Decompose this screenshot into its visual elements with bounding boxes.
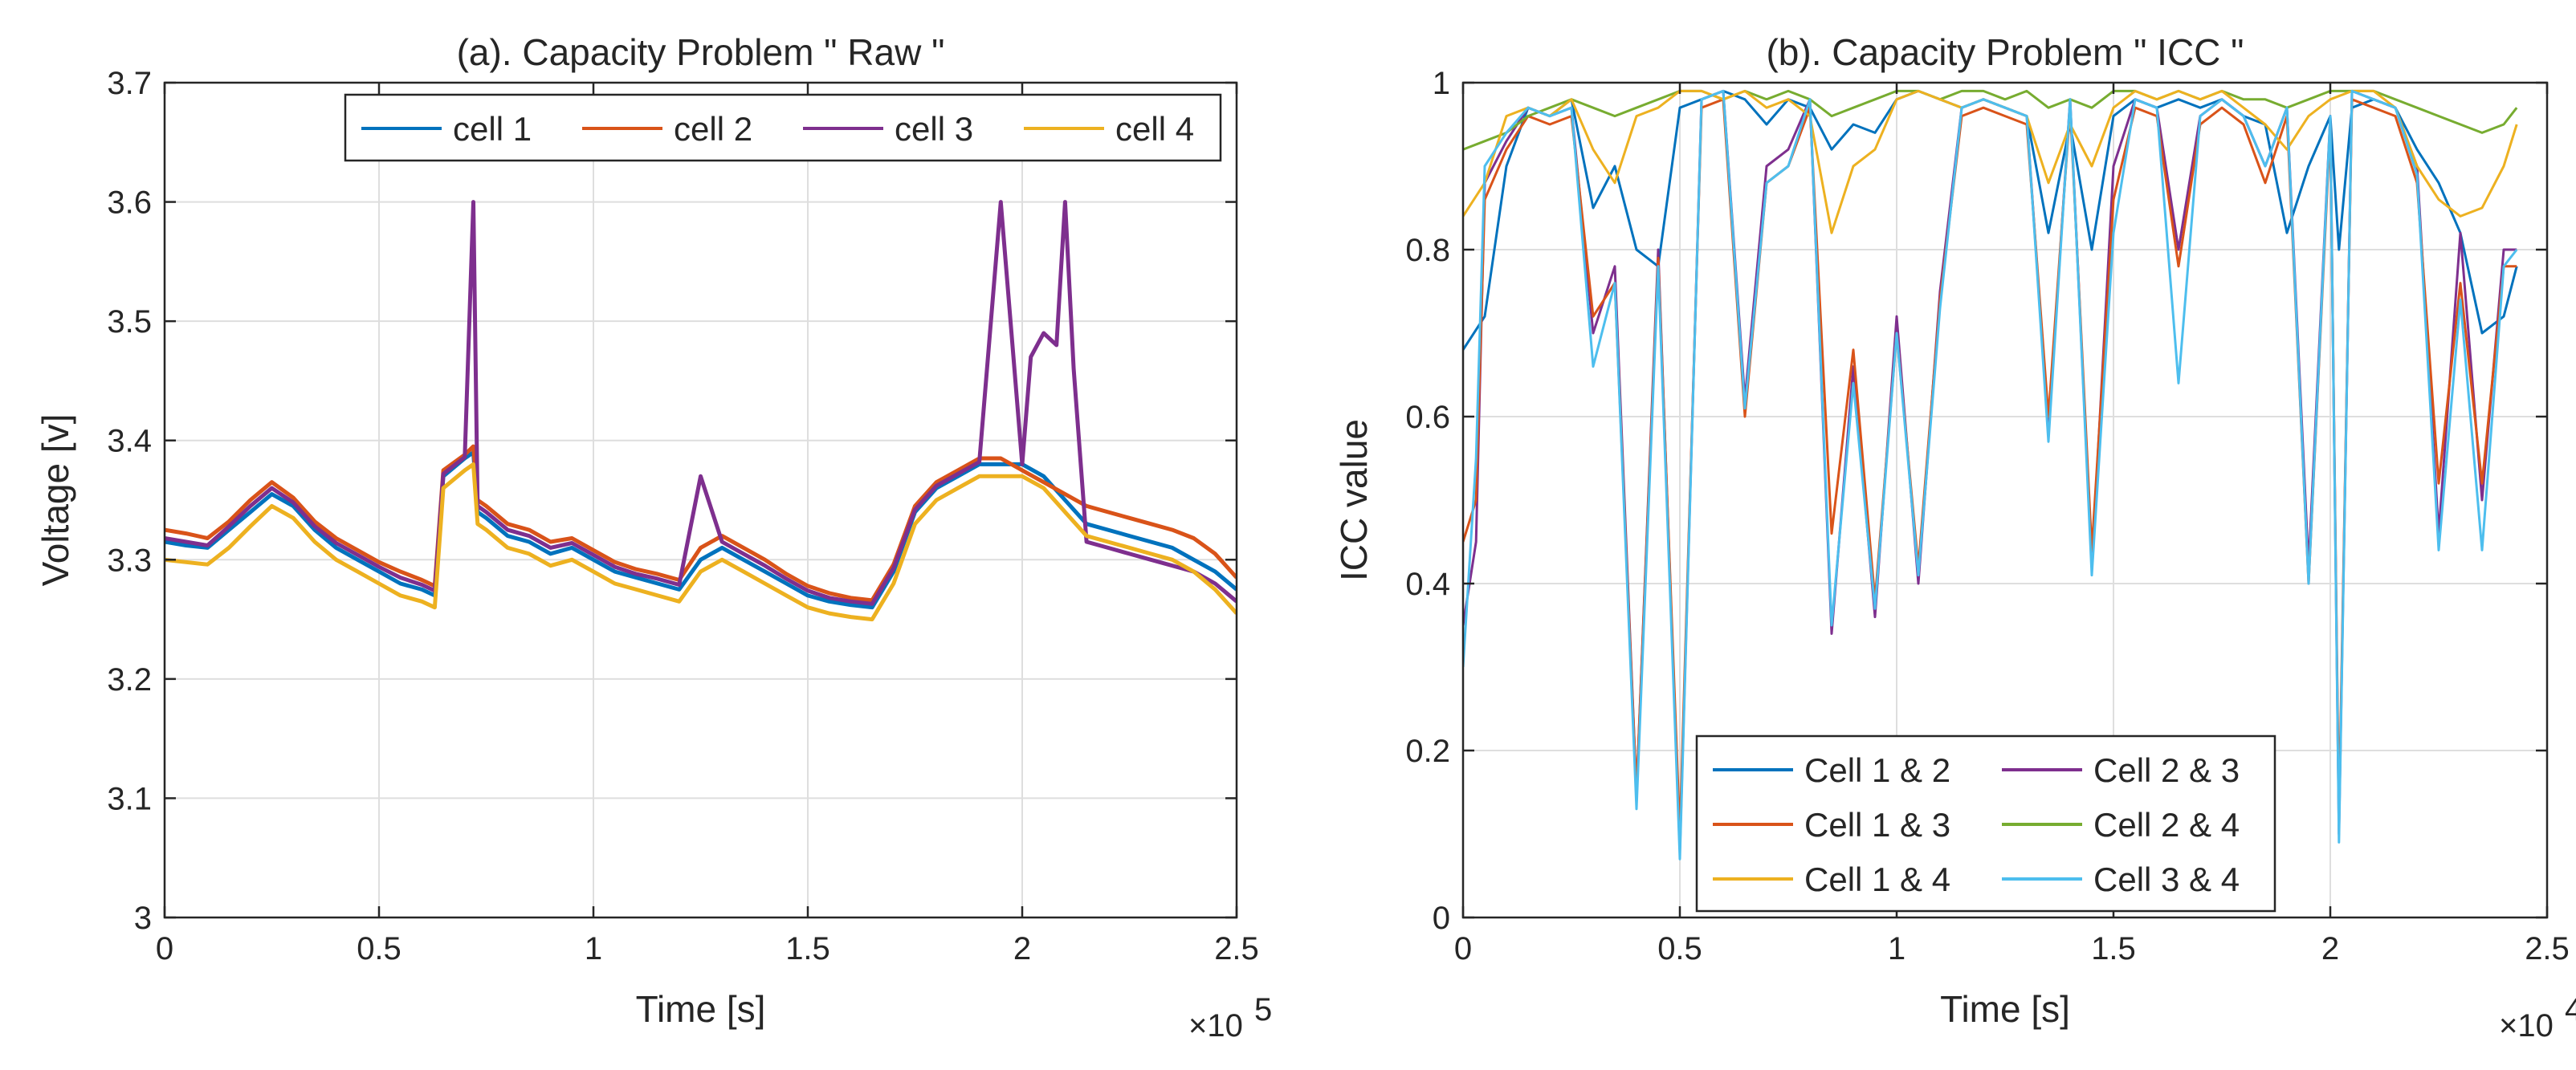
y-tick-label-a: 3.6 [107,185,152,221]
x-axis-label-a: Time [s] [636,988,766,1030]
x-exponent-label-a: ×10 [1188,1008,1243,1044]
series-line-cell-1 [165,450,1237,610]
legend-label-cell-4: cell 4 [1115,110,1194,148]
x-tick-label-a: 1 [585,931,602,966]
series-line-cell-4 [165,462,1237,622]
x-exponent-power-a: 5 [1254,992,1272,1027]
legend-label-cell-1-3: Cell 1 & 3 [1804,806,1950,844]
x-tick-label-b: 1 [1888,931,1906,966]
y-tick-label-b: 0.6 [1405,400,1450,435]
legend-label-cell-2-3: Cell 2 & 3 [2093,751,2240,789]
y-tick-label-a: 3.3 [107,543,152,578]
series-line-cell-2 [165,444,1237,603]
series-line-cell-2-4 [1463,89,2518,151]
chart-panel-a: 0 0.5 1 1.5 2 2.5 3 3.1 3.2 3.3 3.4 3.5 3.6 3.7 (a). C… [35,31,1272,1044]
series-group-b [1463,89,2518,860]
legend-label-cell-2-4: Cell 2 & 4 [2093,806,2240,844]
x-tick-label-b: 1.5 [2091,931,2136,966]
x-exponent-label-b: ×10 [2499,1008,2554,1044]
y-tick-label-a: 3.7 [107,66,152,101]
chart-panel-b: 0 0.5 1 1.5 2 2.5 0 0.2 0.4 0.6 0.8 1 (b). Capacity … [1333,31,2576,1044]
plot-area-a [165,83,1237,917]
legend-label-cell-3: cell 3 [895,110,973,148]
axes-box-b [1461,81,2549,919]
y-axis-label-b: ICC value [1333,419,1375,581]
legend-label-cell-1-2: Cell 1 & 2 [1804,751,1950,789]
y-tick-label-b: 0.2 [1405,734,1450,769]
chart-title-b: (b). Capacity Problem " ICC " [1766,31,2244,73]
x-exponent-power-b: 4 [2565,992,2576,1027]
legend-a: cell 1 cell 2 cell 3 cell 4 [344,93,1222,162]
y-tick-label-b: 0 [1433,901,1450,936]
y-tick-label-b: 0.4 [1405,567,1450,602]
x-tick-label-a: 0 [156,931,173,966]
legend-b: Cell 1 & 2 Cell 2 & 3 Cell 1 & 3 Cell 2 & 4… [1695,734,2276,913]
y-tick-label-a: 3.5 [107,304,152,340]
x-tick-label-a: 1.5 [785,931,830,966]
x-tick-label-a: 2.5 [1214,931,1259,966]
x-tick-label-b: 0 [1454,931,1472,966]
y-tick-label-a: 3 [134,901,152,936]
series-line-cell-3-4 [1463,89,2518,860]
axes-box-a [163,81,1238,919]
x-tick-label-b: 2.5 [2525,931,2570,966]
series-group-a [165,200,1237,622]
x-tick-label-a: 2 [1013,931,1031,966]
legend-label-cell-1-4: Cell 1 & 4 [1804,860,1950,898]
y-axis-label-a: Voltage [v] [35,414,76,587]
legend-label-cell-3-4: Cell 3 & 4 [2093,860,2240,898]
y-tick-label-a: 3.1 [107,781,152,816]
chart-title-a: (a). Capacity Problem " Raw " [457,31,945,73]
y-tick-label-a: 3.4 [107,424,152,459]
x-tick-label-b: 0.5 [1657,931,1702,966]
x-tick-label-a: 0.5 [357,931,401,966]
y-tick-label-a: 3.2 [107,662,152,698]
y-tick-label-b: 1 [1433,66,1450,101]
y-tick-label-b: 0.8 [1405,233,1450,268]
x-axis-label-b: Time [s] [1940,988,2070,1030]
x-tick-label-b: 2 [2321,931,2339,966]
series-line-cell-3 [165,200,1237,606]
legend-label-cell-2: cell 2 [674,110,752,148]
legend-label-cell-1: cell 1 [453,110,532,148]
